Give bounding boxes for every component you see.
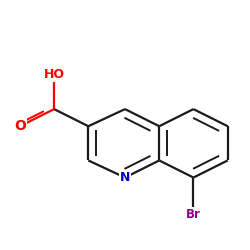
Text: HO: HO xyxy=(44,68,64,82)
Text: N: N xyxy=(120,171,130,184)
Text: O: O xyxy=(14,119,26,133)
Text: Br: Br xyxy=(186,208,201,221)
